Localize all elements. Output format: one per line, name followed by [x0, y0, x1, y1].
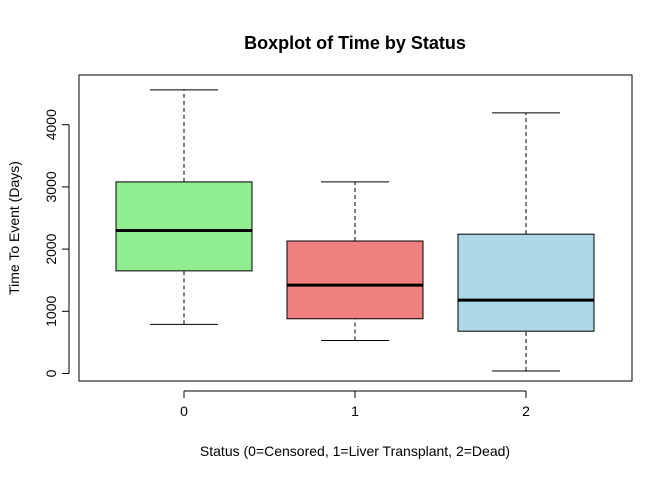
box-iqr — [457, 233, 595, 332]
y-tick-label: 1000 — [43, 296, 59, 327]
x-axis-label: Status (0=Censored, 1=Liver Transplant, … — [200, 443, 510, 459]
x-axis: 0 1 2 — [180, 390, 530, 419]
box-iqr — [286, 240, 424, 320]
y-tick-label: 2000 — [43, 233, 59, 264]
y-tick-label: 4000 — [43, 109, 59, 140]
y-axis-label: Time To Event (Days) — [6, 161, 22, 295]
y-tick-label: 3000 — [43, 171, 59, 202]
chart-title: Boxplot of Time by Status — [244, 33, 466, 53]
box-group-2 — [457, 112, 595, 372]
x-tick-label: 1 — [351, 403, 359, 419]
boxes — [115, 89, 595, 372]
x-tick-label: 2 — [522, 403, 530, 419]
box-iqr — [115, 181, 253, 272]
y-tick-label: 0 — [43, 369, 59, 377]
x-tick-label: 0 — [180, 403, 188, 419]
box-group-1 — [286, 181, 424, 342]
box-group-0 — [115, 89, 253, 325]
plot-frame — [78, 74, 633, 382]
y-axis: 0 1000 2000 3000 4000 — [43, 109, 70, 377]
